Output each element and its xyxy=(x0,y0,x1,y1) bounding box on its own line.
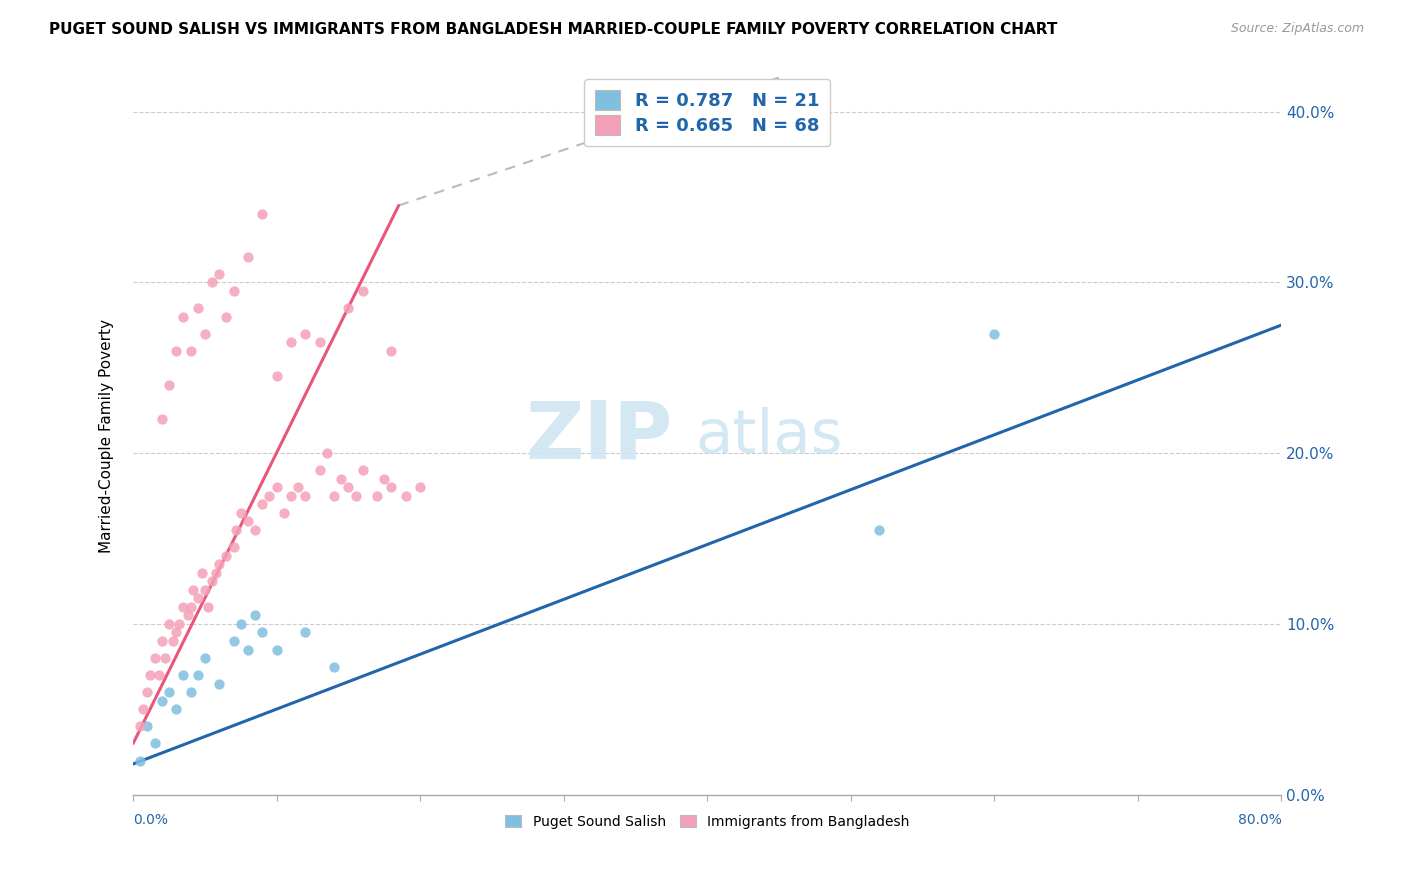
Point xyxy=(172,310,194,324)
Point xyxy=(366,489,388,503)
Point xyxy=(208,267,231,281)
Point xyxy=(194,326,217,341)
Point xyxy=(983,326,1005,341)
Point xyxy=(337,480,360,494)
Point xyxy=(201,276,224,290)
Point xyxy=(148,668,170,682)
Point xyxy=(150,694,173,708)
Point xyxy=(380,480,402,494)
Point xyxy=(132,702,155,716)
Point xyxy=(236,515,259,529)
Point xyxy=(187,668,209,682)
Point xyxy=(294,625,316,640)
Point xyxy=(157,377,180,392)
Point xyxy=(409,480,432,494)
Point xyxy=(187,301,209,315)
Point xyxy=(287,480,309,494)
Point xyxy=(273,506,295,520)
Point xyxy=(308,463,330,477)
Point xyxy=(236,250,259,264)
Point xyxy=(180,685,202,699)
Text: 0.0%: 0.0% xyxy=(134,813,169,827)
Point xyxy=(143,736,166,750)
Point xyxy=(150,634,173,648)
Point xyxy=(337,301,360,315)
Point xyxy=(215,310,238,324)
Point xyxy=(352,463,374,477)
Point xyxy=(395,489,418,503)
Point xyxy=(162,634,184,648)
Point xyxy=(352,284,374,298)
Point xyxy=(136,719,159,733)
Text: Source: ZipAtlas.com: Source: ZipAtlas.com xyxy=(1230,22,1364,36)
Point xyxy=(136,685,159,699)
Point xyxy=(252,497,274,511)
Point xyxy=(259,489,281,503)
Point xyxy=(165,343,187,358)
Point xyxy=(197,599,219,614)
Point xyxy=(180,599,202,614)
Point xyxy=(167,616,190,631)
Point xyxy=(229,616,252,631)
Point xyxy=(180,343,202,358)
Point xyxy=(323,489,346,503)
Point xyxy=(222,540,245,554)
Point xyxy=(187,591,209,606)
Text: 80.0%: 80.0% xyxy=(1237,813,1281,827)
Point xyxy=(225,523,247,537)
Point xyxy=(157,616,180,631)
Text: atlas: atlas xyxy=(696,407,844,466)
Point xyxy=(129,719,152,733)
Point xyxy=(323,659,346,673)
Point xyxy=(252,625,274,640)
Point xyxy=(330,472,353,486)
Point xyxy=(191,566,214,580)
Point xyxy=(243,523,266,537)
Y-axis label: Married-Couple Family Poverty: Married-Couple Family Poverty xyxy=(100,319,114,553)
Point xyxy=(294,326,316,341)
Point xyxy=(208,557,231,571)
Point xyxy=(229,506,252,520)
Point xyxy=(315,446,337,460)
Point xyxy=(157,685,180,699)
Text: PUGET SOUND SALISH VS IMMIGRANTS FROM BANGLADESH MARRIED-COUPLE FAMILY POVERTY C: PUGET SOUND SALISH VS IMMIGRANTS FROM BA… xyxy=(49,22,1057,37)
Point xyxy=(294,489,316,503)
Point xyxy=(308,335,330,350)
Point xyxy=(236,642,259,657)
Point xyxy=(266,369,288,384)
Legend: Puget Sound Salish, Immigrants from Bangladesh: Puget Sound Salish, Immigrants from Bang… xyxy=(499,809,915,834)
Point xyxy=(201,574,224,589)
Point xyxy=(243,608,266,623)
Point xyxy=(252,207,274,221)
Point xyxy=(172,668,194,682)
Point xyxy=(194,651,217,665)
Point xyxy=(280,489,302,503)
Point xyxy=(215,549,238,563)
Point xyxy=(176,608,198,623)
Point xyxy=(183,582,205,597)
Point xyxy=(222,634,245,648)
Point xyxy=(266,642,288,657)
Point xyxy=(143,651,166,665)
Point xyxy=(222,284,245,298)
Point xyxy=(869,523,891,537)
Point xyxy=(165,702,187,716)
Point xyxy=(172,599,194,614)
Point xyxy=(139,668,162,682)
Point xyxy=(280,335,302,350)
Point xyxy=(208,676,231,690)
Point xyxy=(266,480,288,494)
Point xyxy=(153,651,176,665)
Point xyxy=(150,412,173,426)
Point xyxy=(205,566,228,580)
Point xyxy=(344,489,367,503)
Text: ZIP: ZIP xyxy=(526,397,673,475)
Point xyxy=(373,472,395,486)
Point xyxy=(129,754,152,768)
Point xyxy=(380,343,402,358)
Point xyxy=(194,582,217,597)
Point xyxy=(165,625,187,640)
